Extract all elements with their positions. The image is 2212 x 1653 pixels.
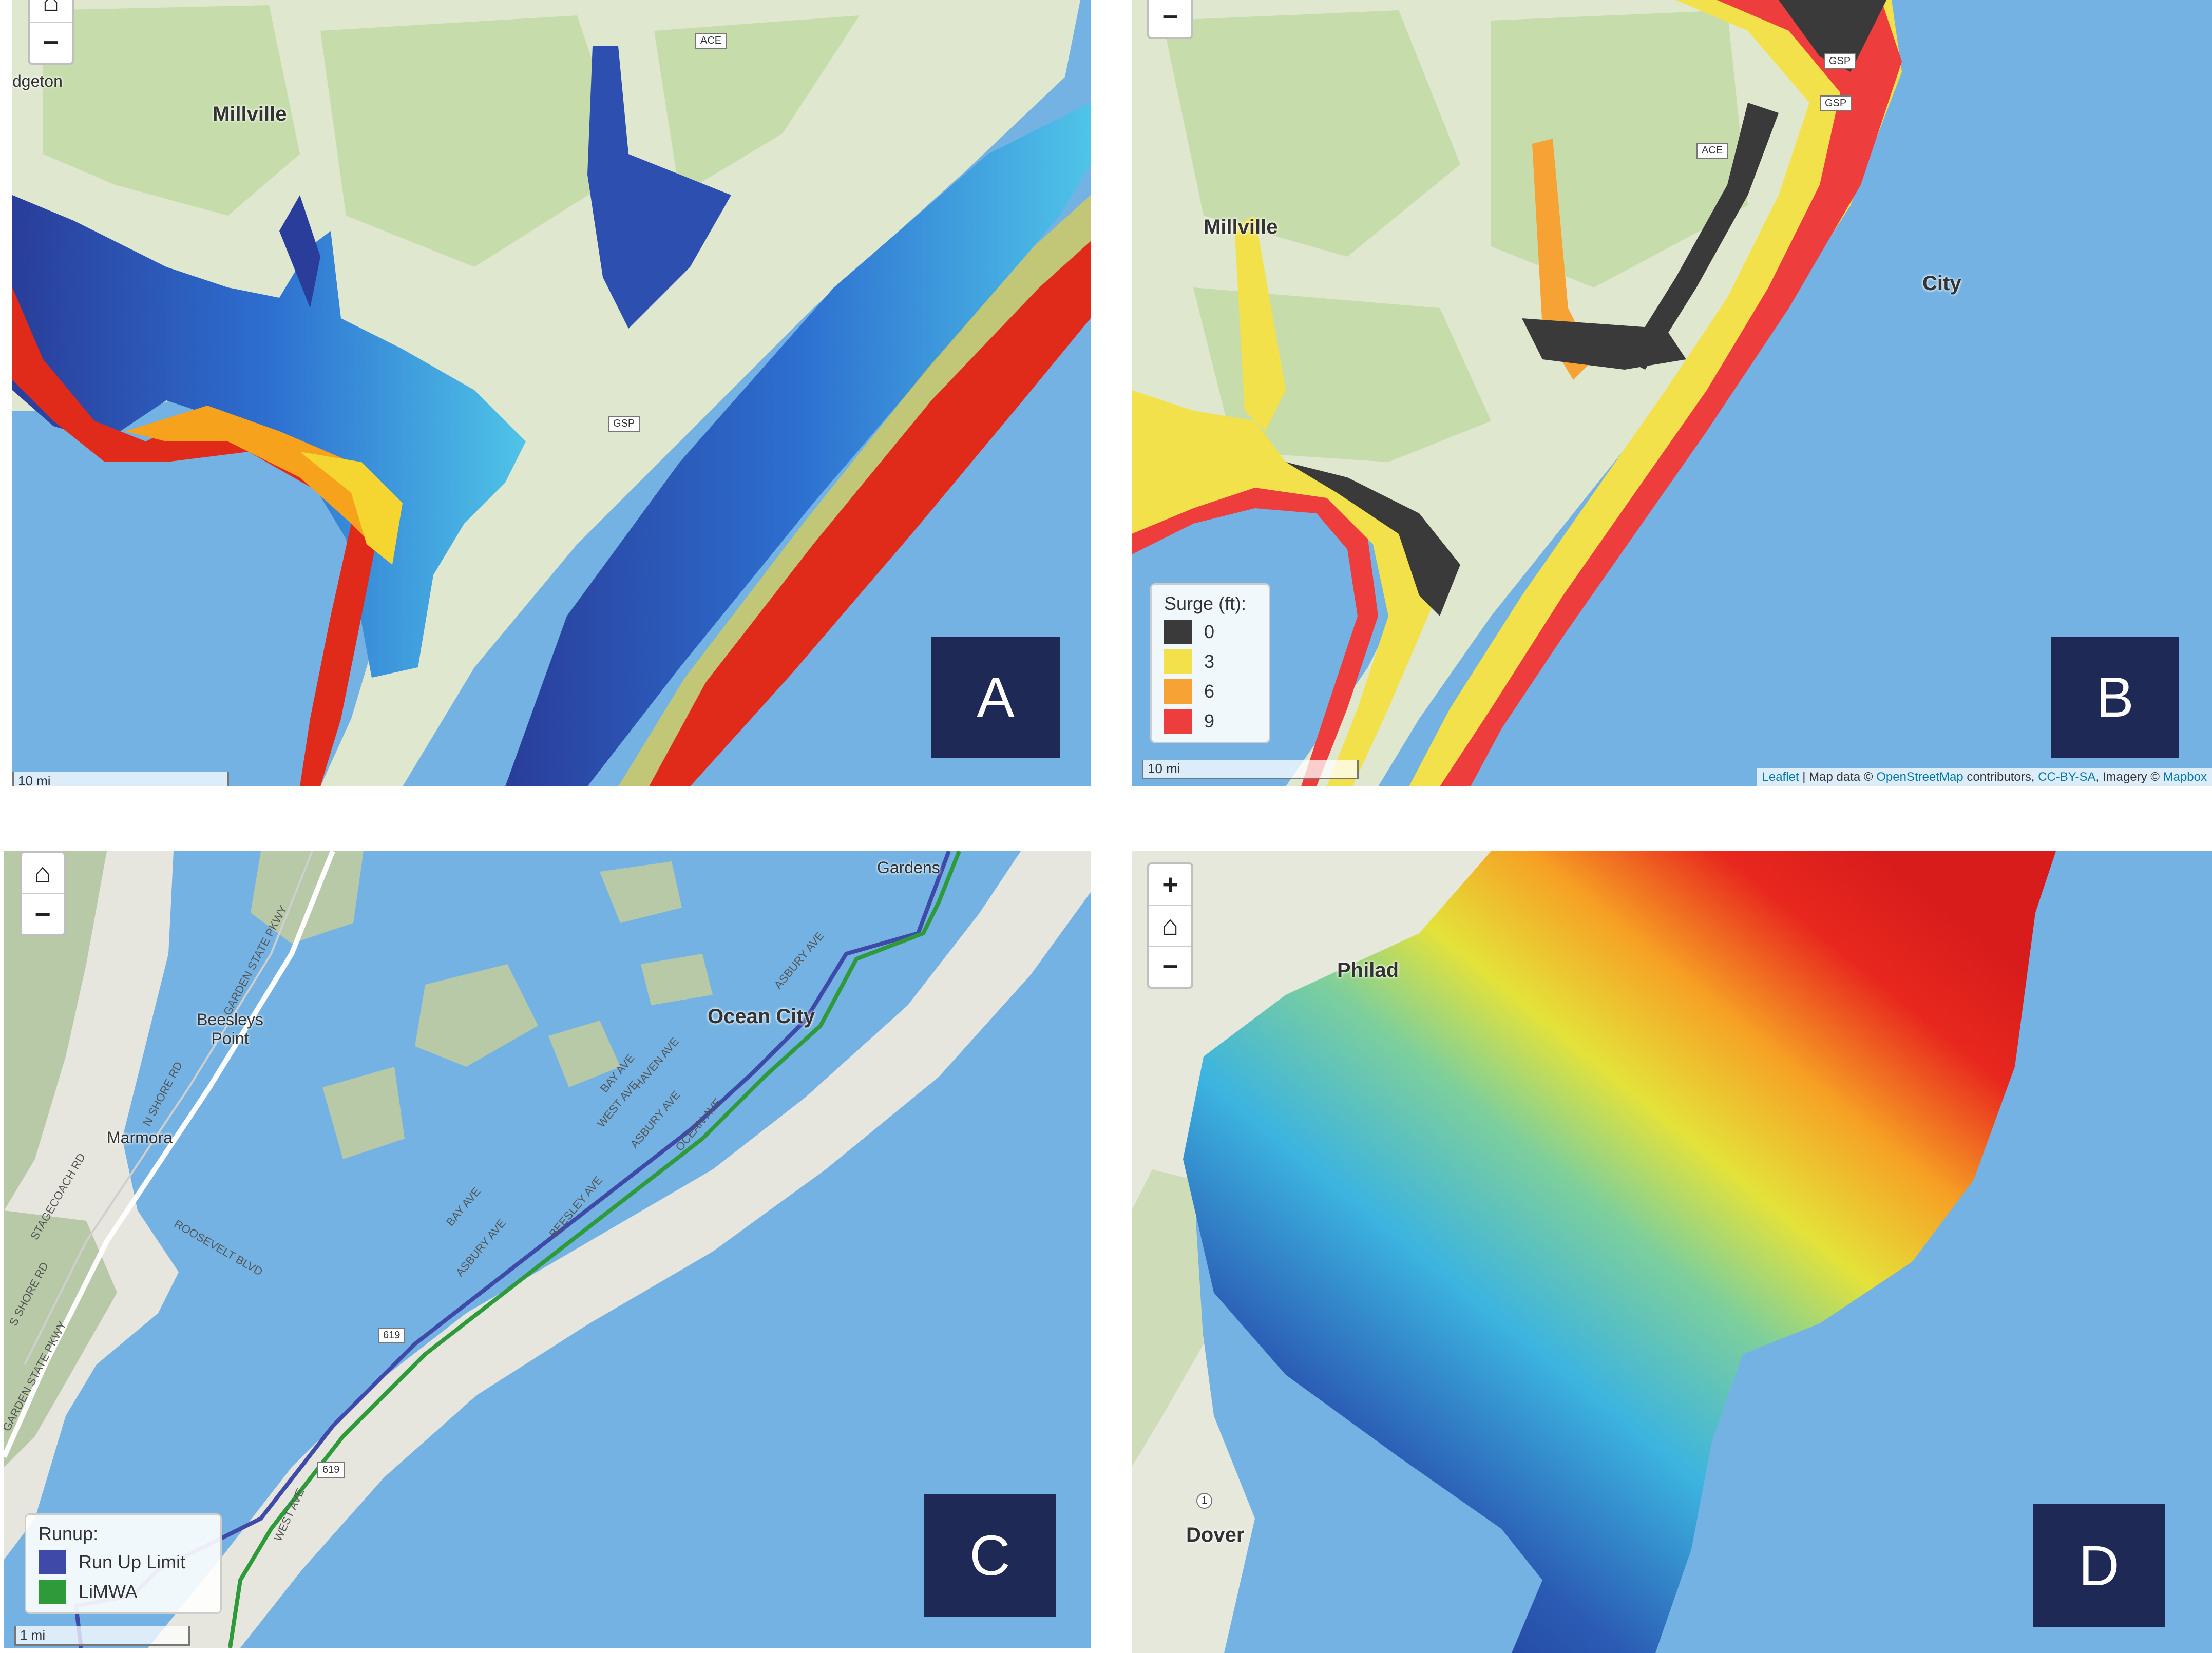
town-label-beesleys-point: Beesleys Point [197, 1010, 263, 1048]
road-shield-gsp-1: GSP [1824, 53, 1856, 69]
map-panel-c[interactable]: ⌂ − Ocean City Beesleys Point Marmora Ga… [4, 851, 1091, 1648]
town-label-millville: Millville [213, 103, 287, 125]
legend-item: 6 [1164, 679, 1256, 704]
panel-badge-b: B [2051, 637, 2179, 758]
legend-swatch [39, 1580, 66, 1604]
town-label-city: City [1922, 272, 1961, 295]
zoom-out-button[interactable]: − [1162, 951, 1178, 982]
road-shield-619: 619 [317, 1462, 345, 1478]
osm-link[interactable]: OpenStreetMap [1876, 770, 1963, 784]
town-label-dover: Dover [1186, 1524, 1245, 1546]
map-panel-b[interactable]: − Millville City ACE GSP GSP Surge (ft):… [1132, 0, 2212, 786]
town-label-millville: Millville [1204, 216, 1278, 238]
legend-label: 0 [1204, 621, 1215, 642]
town-label-marmora: Marmora [107, 1128, 173, 1147]
panel-badge-c: C [924, 1494, 1056, 1617]
legend-swatch [1164, 709, 1192, 734]
legend-item: LiMWA [39, 1580, 208, 1604]
zoom-out-button[interactable]: − [43, 27, 59, 58]
map-panel-a[interactable]: ⌂ − Millville dgeton ACE GSP 10 mi A [12, 0, 1091, 786]
legend-label: LiMWA [79, 1581, 138, 1602]
panel-badge-d: D [2033, 1504, 2165, 1627]
legend-label: 3 [1204, 651, 1215, 672]
road-shield-619: 619 [378, 1328, 406, 1343]
legend-item: 0 [1164, 620, 1256, 644]
home-button[interactable]: ⌂ [1149, 906, 1191, 947]
map-attribution: Leaflet | Map data © OpenStreetMap contr… [1757, 768, 2212, 786]
zoom-control[interactable]: − [1147, 0, 1193, 39]
town-label-bridgeton: dgeton [12, 72, 63, 90]
panel-badge-a: A [931, 637, 1060, 758]
legend-swatch [1164, 620, 1192, 644]
zoom-out-button[interactable]: − [1162, 2, 1178, 32]
surge-map-a [12, 0, 1091, 786]
town-label-gardens: Gardens [877, 858, 940, 877]
legend-title: Runup: [39, 1523, 99, 1544]
home-button[interactable]: ⌂ [30, 0, 72, 23]
attribution-text: , Imagery © [2095, 770, 2163, 784]
surge-heatmap-d [1132, 851, 2212, 1653]
runup-map-c [4, 851, 1091, 1648]
leaflet-link[interactable]: Leaflet [1762, 770, 1799, 784]
legend-item: 9 [1164, 709, 1256, 734]
map-panel-d[interactable]: + ⌂ − Philad Dover 1 D [1132, 851, 2212, 1653]
surge-legend: Surge (ft): 0 3 6 9 [1150, 583, 1270, 743]
home-button[interactable]: ⌂ [22, 853, 64, 894]
scale-bar: 1 mi [14, 1626, 190, 1646]
scale-bar: 10 mi [12, 772, 229, 786]
legend-swatch [1164, 649, 1192, 674]
zoom-control[interactable]: ⌂ − [20, 851, 66, 936]
surge-map-b [1132, 0, 2212, 786]
legend-label: 6 [1204, 681, 1215, 702]
runup-legend: Runup: Run Up Limit LiMWA [25, 1513, 222, 1614]
attribution-text: | Map data © [1799, 770, 1877, 784]
town-label-ocean-city: Ocean City [708, 1005, 815, 1028]
legend-label: 9 [1204, 710, 1215, 732]
license-link[interactable]: CC-BY-SA [2038, 770, 2096, 784]
zoom-control[interactable]: + ⌂ − [1147, 862, 1193, 989]
legend-swatch [39, 1550, 66, 1574]
road-shield-gsp: GSP [608, 416, 640, 432]
scale-bar: 10 mi [1142, 760, 1359, 779]
legend-label: Run Up Limit [79, 1551, 186, 1572]
legend-item: Run Up Limit [39, 1550, 208, 1574]
zoom-control[interactable]: ⌂ − [28, 0, 74, 65]
zoom-out-button[interactable]: − [34, 899, 51, 930]
road-shield-ace: ACE [1696, 143, 1728, 159]
legend-item: 3 [1164, 649, 1256, 674]
town-label-philadelphia: Philad [1337, 959, 1399, 982]
road-shield-ace: ACE [695, 33, 727, 49]
zoom-in-button[interactable]: + [1149, 864, 1191, 906]
legend-title: Surge (ft): [1164, 593, 1247, 614]
legend-swatch [1164, 679, 1192, 704]
mapbox-link[interactable]: Mapbox [2163, 770, 2207, 784]
road-shield-1: 1 [1196, 1493, 1213, 1509]
road-shield-gsp-2: GSP [1820, 95, 1852, 111]
attribution-text: contributors, [1963, 770, 2038, 784]
